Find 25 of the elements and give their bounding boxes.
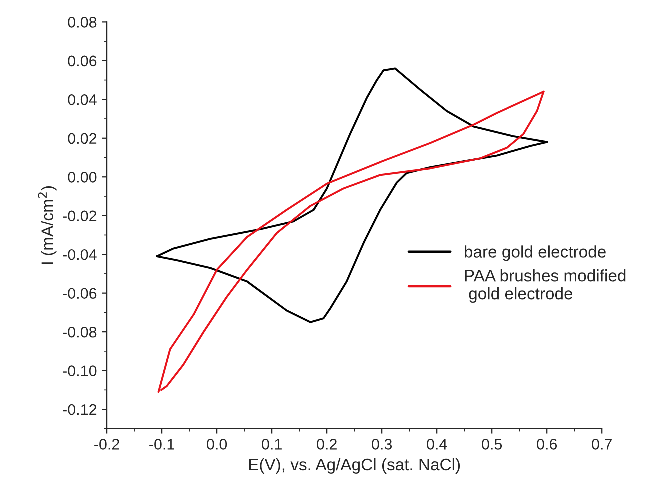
y-tick-label: 0.00 bbox=[68, 172, 97, 183]
x-tick-label: 0.6 bbox=[537, 439, 558, 450]
x-axis-title: E(V), vs. Ag/AgCl (sat. NaCl) bbox=[249, 458, 460, 474]
y-tick-label: 0.08 bbox=[68, 17, 97, 28]
y-axis-title: I (mA/cm$^{2}$) bbox=[38, 186, 57, 264]
x-tick-label: 0.5 bbox=[482, 439, 502, 450]
x-tick-label: 0.3 bbox=[372, 439, 392, 450]
x-tick-label: -0.2 bbox=[94, 439, 120, 450]
x-tick-label: 0.0 bbox=[207, 439, 228, 450]
x-tick-label: 0.2 bbox=[317, 439, 337, 450]
x-tick-label: 0.1 bbox=[262, 439, 282, 450]
legend-label: PAA brushes modified gold electrode bbox=[465, 270, 626, 304]
x-tick-label: 0.7 bbox=[592, 439, 612, 450]
y-tick-label: 0.04 bbox=[68, 94, 97, 106]
y-tick-label: -0.12 bbox=[63, 404, 97, 416]
y-tick-label: 0.02 bbox=[68, 133, 97, 144]
legend-label: bare gold electrode bbox=[465, 246, 606, 262]
y-tick-label: 0.06 bbox=[68, 56, 97, 67]
x-tick-label: -0.1 bbox=[150, 439, 174, 450]
y-tick-label: -0.02 bbox=[63, 210, 97, 222]
y-tick-label: -0.10 bbox=[63, 366, 97, 376]
x-tick-label: 0.4 bbox=[427, 439, 448, 450]
y-tick-label: -0.04 bbox=[63, 249, 97, 260]
y-tick-label: -0.06 bbox=[63, 288, 97, 300]
y-tick-label: -0.08 bbox=[63, 326, 97, 338]
